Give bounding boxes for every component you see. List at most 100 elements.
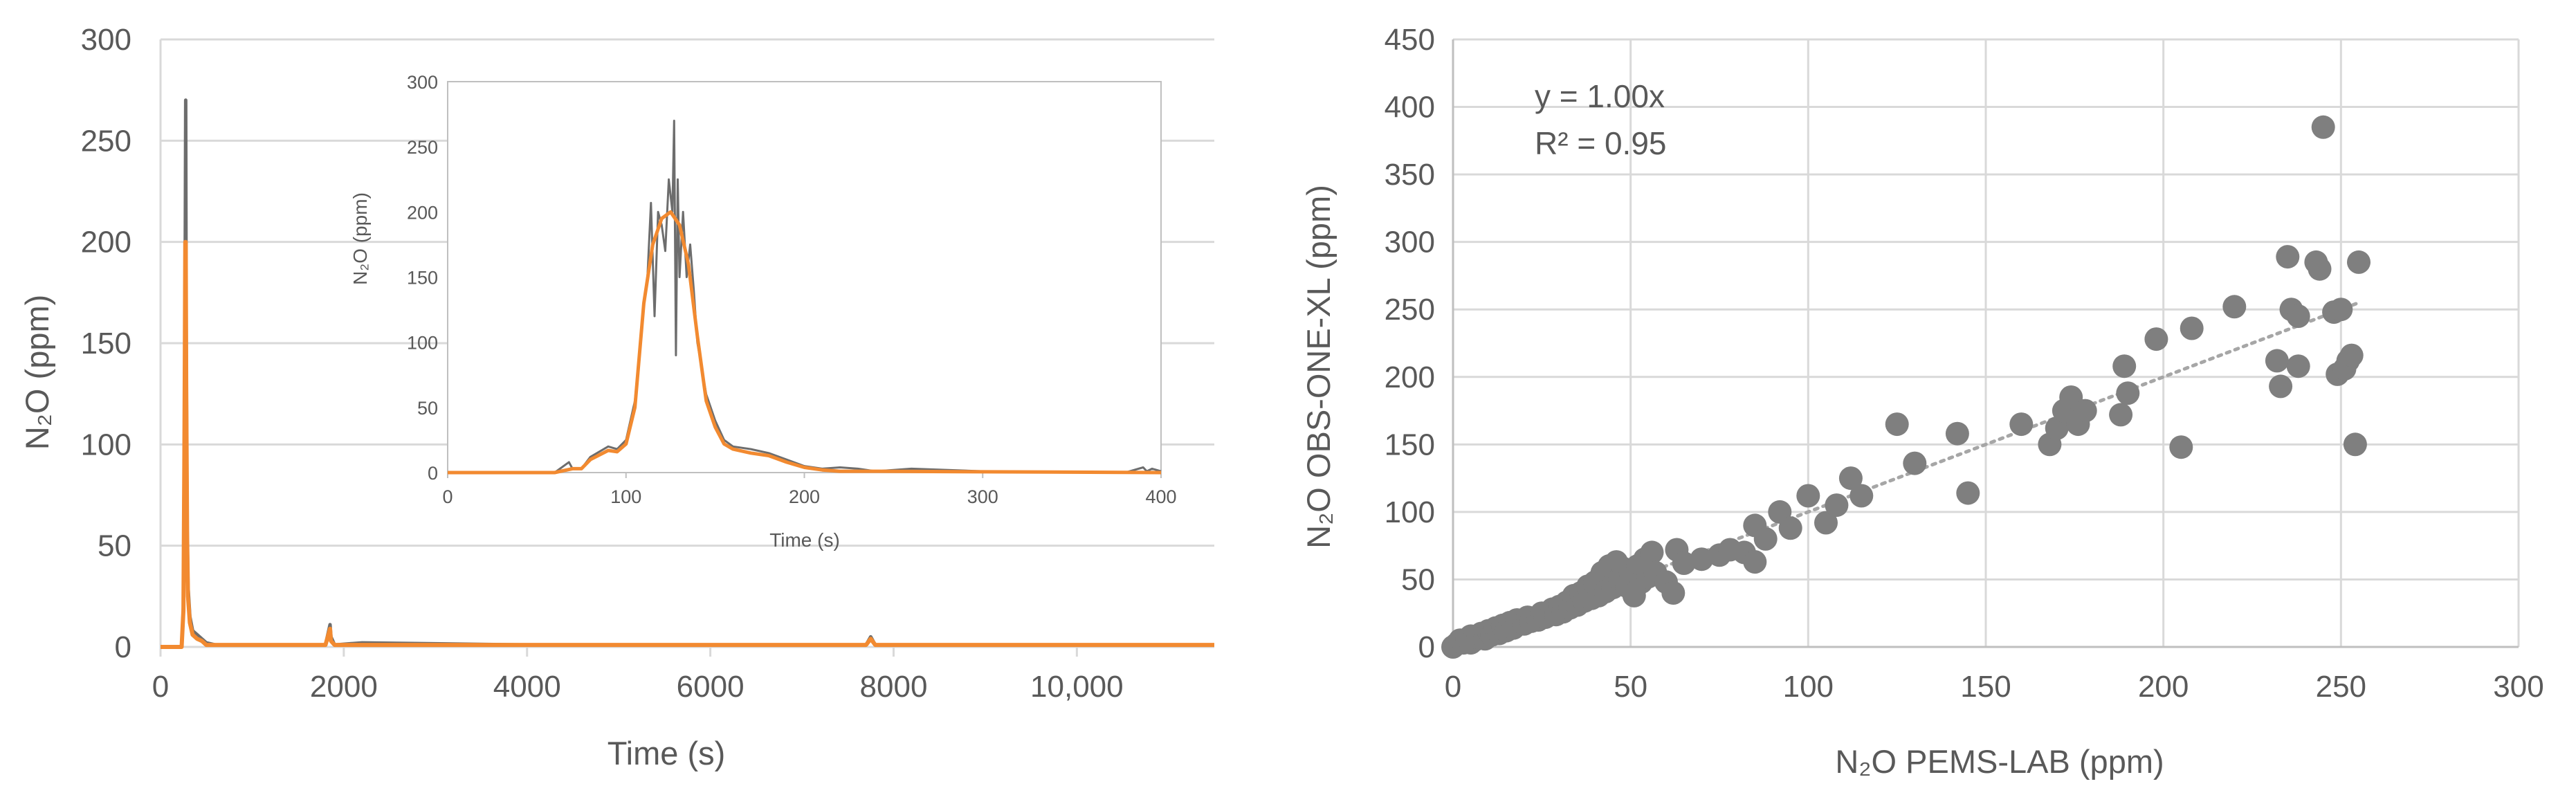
scatter-ticks: 0 50 100 150 200 250 300 350 400 450 0 50 100 150 200 2… bbox=[1385, 23, 2544, 704]
x-tick-label: 2000 bbox=[310, 670, 378, 704]
scatter-point bbox=[1956, 481, 1980, 505]
inset-chart: 0 50 100 150 200 250 300 0 100 200 300 400 Time (s)… bbox=[349, 72, 1177, 551]
x-tick-label: 50 bbox=[1614, 670, 1647, 704]
scatter-point bbox=[2116, 381, 2140, 405]
scatter-point bbox=[2109, 403, 2133, 427]
inset-y-tick-label: 250 bbox=[407, 137, 438, 158]
scatter-point bbox=[2329, 298, 2353, 322]
inset-x-tick-label: 300 bbox=[967, 486, 998, 507]
y-tick-label: 250 bbox=[1385, 293, 1435, 327]
inset-plot-area bbox=[447, 81, 1162, 473]
y-tick-label: 400 bbox=[1385, 91, 1435, 125]
x-tick-label: 250 bbox=[2316, 670, 2366, 704]
scatter-point bbox=[1945, 421, 1969, 446]
y-tick-label: 0 bbox=[1418, 630, 1435, 664]
scatter-chart: 0 50 100 150 200 250 300 350 400 450 0 50 100 150 200 2… bbox=[1300, 23, 2544, 780]
scatter-point bbox=[2308, 257, 2332, 281]
scatter-point bbox=[2144, 327, 2168, 351]
x-tick-label: 0 bbox=[1445, 670, 1461, 704]
x-tick-label: 0 bbox=[152, 670, 169, 704]
scatter-point bbox=[2311, 115, 2335, 139]
inset-x-axis-title: Time (s) bbox=[769, 529, 840, 551]
inset-y-tick-label: 0 bbox=[428, 463, 438, 484]
scatter-point bbox=[1778, 516, 1802, 540]
y-tick-label: 150 bbox=[81, 327, 131, 360]
scatter-point bbox=[2276, 245, 2300, 269]
y-tick-label: 50 bbox=[98, 529, 131, 563]
series-orange-line bbox=[161, 239, 1214, 649]
scatter-point bbox=[2009, 412, 2034, 437]
scatter-point bbox=[1753, 527, 1778, 551]
scatter-point bbox=[2169, 435, 2193, 459]
inset-y-tick-label: 100 bbox=[407, 333, 438, 354]
y-tick-label: 300 bbox=[1385, 226, 1435, 259]
x-tick-label: 10,000 bbox=[1030, 670, 1124, 704]
scatter-axes bbox=[1452, 39, 2519, 648]
scatter-point bbox=[1661, 581, 1686, 605]
scatter-equation: y = 1.00x bbox=[1535, 78, 1665, 114]
y-tick-label: 350 bbox=[1385, 158, 1435, 192]
inset-x-tick-label: 0 bbox=[442, 486, 453, 507]
inset-ticks: 0 50 100 150 200 250 300 0 100 200 300 400 bbox=[407, 72, 1177, 507]
y-tick-label: 50 bbox=[1401, 563, 1435, 596]
x-tick-label: 8000 bbox=[860, 670, 928, 704]
scatter-point bbox=[2286, 354, 2310, 378]
scatter-point bbox=[2343, 432, 2367, 457]
scatter-point bbox=[1885, 412, 1909, 437]
y-tick-label: 450 bbox=[1385, 23, 1435, 57]
scatter-point bbox=[2222, 295, 2247, 319]
scatter-y-axis-title: N₂O OBS-ONE-XL (ppm) bbox=[1300, 185, 1337, 549]
scatter-point bbox=[1825, 493, 1849, 518]
scatter-point bbox=[2269, 374, 2293, 399]
inset-y-tick-label: 300 bbox=[407, 72, 438, 93]
scatter-point bbox=[2265, 349, 2289, 373]
inset-x-tick-label: 400 bbox=[1145, 486, 1176, 507]
inset-series-orange-line bbox=[448, 210, 1162, 475]
scatter-points bbox=[1441, 115, 2371, 659]
scatter-point bbox=[1743, 550, 1767, 574]
scatter-point bbox=[2180, 316, 2204, 340]
scatter-r-squared: R² = 0.95 bbox=[1535, 125, 1667, 161]
scatter-point bbox=[1690, 547, 1714, 572]
y-tick-label: 250 bbox=[81, 124, 131, 158]
y-tick-label: 0 bbox=[115, 630, 131, 664]
y-tick-label: 100 bbox=[1385, 495, 1435, 529]
scatter-point bbox=[2112, 354, 2137, 378]
scatter-point bbox=[2339, 343, 2364, 367]
y-tick-label: 200 bbox=[81, 226, 131, 259]
inset-y-axis-title: N₂O (ppm) bbox=[349, 192, 371, 285]
inset-x-tick-label: 100 bbox=[610, 486, 641, 507]
scatter-point bbox=[1903, 451, 1927, 475]
x-tick-label: 300 bbox=[2493, 670, 2543, 704]
x-tick-label: 4000 bbox=[493, 670, 561, 704]
time-series-x-axis-title: Time (s) bbox=[608, 735, 726, 771]
inset-frame bbox=[447, 81, 1162, 478]
scatter-point bbox=[2286, 304, 2310, 328]
scatter-point bbox=[2073, 399, 2097, 423]
inset-lines bbox=[448, 120, 1162, 475]
inset-x-tick-label: 200 bbox=[789, 486, 820, 507]
scatter-point bbox=[1814, 511, 1838, 535]
x-tick-label: 6000 bbox=[677, 670, 745, 704]
inset-y-tick-label: 150 bbox=[407, 268, 438, 289]
inset-y-tick-label: 50 bbox=[417, 398, 438, 419]
scatter-point bbox=[1640, 540, 1664, 565]
x-tick-label: 150 bbox=[1960, 670, 2011, 704]
x-tick-label: 200 bbox=[2138, 670, 2189, 704]
scatter-point bbox=[2347, 250, 2371, 274]
scatter-point bbox=[1672, 551, 1696, 575]
scatter-point bbox=[1838, 466, 1863, 491]
y-tick-label: 200 bbox=[1385, 360, 1435, 394]
scatter-x-axis-title: N₂O PEMS-LAB (ppm) bbox=[1835, 743, 2164, 780]
time-series-lines bbox=[161, 98, 1214, 649]
y-tick-label: 100 bbox=[81, 428, 131, 462]
y-tick-label: 150 bbox=[1385, 428, 1435, 462]
y-tick-label: 300 bbox=[81, 23, 131, 57]
scatter-point bbox=[1849, 484, 1874, 508]
time-series-y-axis-title: N₂O (ppm) bbox=[19, 295, 55, 450]
scatter-point bbox=[1796, 484, 1820, 508]
